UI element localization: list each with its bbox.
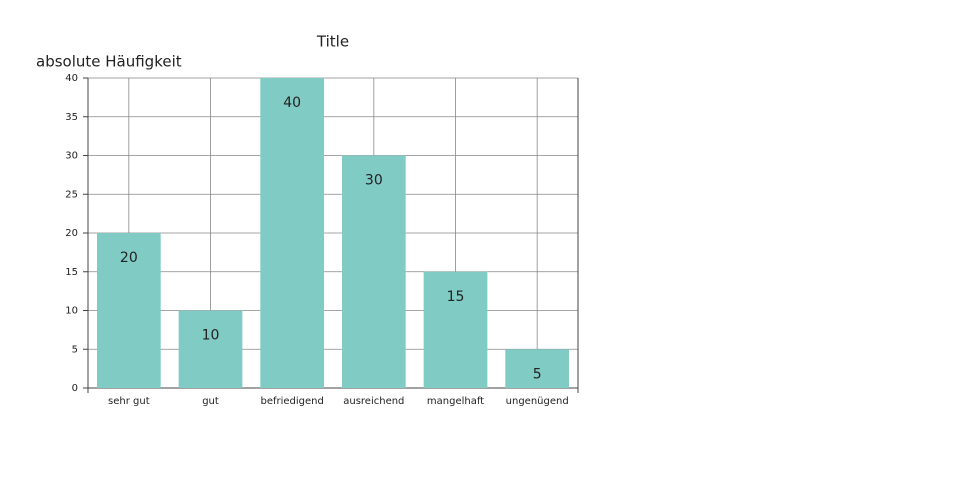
bar <box>423 271 488 388</box>
bar <box>260 78 325 388</box>
bar <box>178 310 243 388</box>
x-tick-label: gut <box>202 396 219 407</box>
data-label: 20 <box>120 250 138 266</box>
y-tick-label: 20 <box>65 228 78 239</box>
y-tick-label: 25 <box>65 189 78 200</box>
x-tick-label: sehr gut <box>108 396 150 407</box>
x-tick-label: ausreichend <box>343 396 404 407</box>
x-tick-label: befriedigend <box>260 396 323 407</box>
bar <box>96 233 161 388</box>
data-label: 5 <box>533 366 542 382</box>
y-tick-label: 0 <box>72 383 78 394</box>
y-tick-label: 30 <box>65 151 78 162</box>
y-tick-label: 10 <box>65 306 78 317</box>
bar <box>505 349 570 388</box>
data-label: 30 <box>365 173 383 189</box>
bar <box>341 155 406 388</box>
y-tick-label: 40 <box>65 73 78 84</box>
chart-title: Title <box>316 33 349 51</box>
y-tick-label: 5 <box>72 344 78 355</box>
y-axis-label: absolute Häufigkeit <box>36 53 182 71</box>
data-label: 40 <box>283 95 301 111</box>
x-tick-label: ungenügend <box>506 396 569 407</box>
y-tick-label: 35 <box>65 112 78 123</box>
y-tick-label: 15 <box>65 267 78 278</box>
data-label: 10 <box>202 328 220 344</box>
data-label: 15 <box>447 289 465 305</box>
x-tick-label: mangelhaft <box>427 396 484 407</box>
